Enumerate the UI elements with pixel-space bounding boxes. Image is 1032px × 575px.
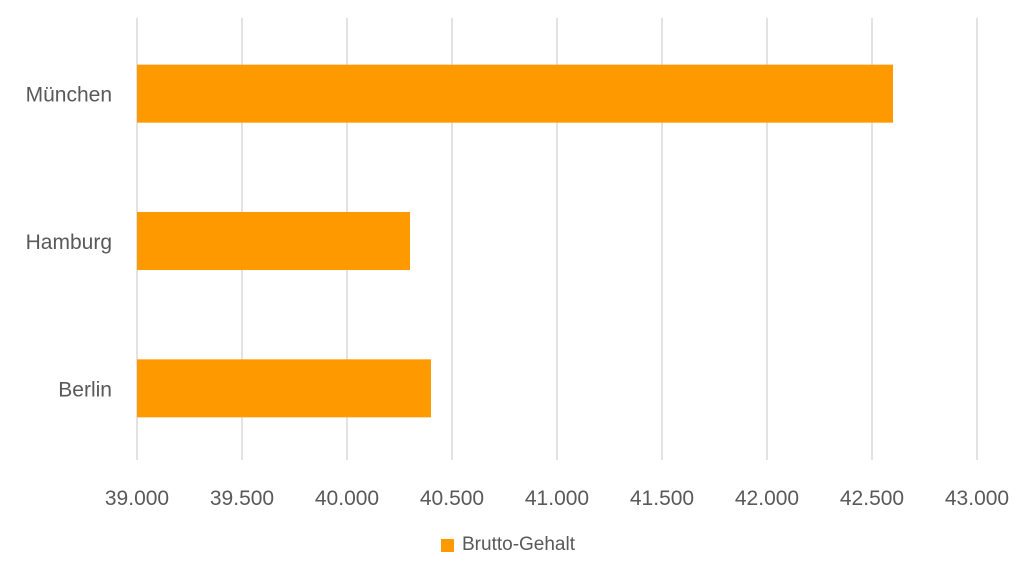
category-label: Berlin — [58, 378, 112, 401]
x-tick-label: 40.000 — [315, 487, 379, 510]
bar — [137, 359, 431, 418]
category-label: München — [26, 84, 112, 107]
x-tick-label: 41.500 — [630, 487, 694, 510]
x-tick-label: 39.000 — [105, 487, 169, 510]
legend: Brutto-Gehalt — [441, 533, 575, 557]
x-tick-label: 39.500 — [210, 487, 274, 510]
bars — [137, 64, 893, 418]
x-tick-label: 42.000 — [735, 487, 799, 510]
legend-label: Brutto-Gehalt — [462, 534, 575, 555]
bar — [137, 64, 893, 123]
x-tick-label: 40.500 — [420, 487, 484, 510]
x-tick-label: 43.000 — [945, 487, 1009, 510]
x-tick-label: 42.500 — [840, 487, 904, 510]
category-label: Hamburg — [26, 231, 112, 254]
bar — [137, 212, 410, 270]
x-tick-label: 41.000 — [525, 487, 589, 510]
y-axis-category-labels: München Hamburg Berlin — [26, 84, 112, 402]
legend-swatch — [441, 538, 454, 552]
x-axis-tick-labels: 39.000 39.500 40.000 40.500 41.000 41.500 42.0… — [105, 487, 1009, 510]
